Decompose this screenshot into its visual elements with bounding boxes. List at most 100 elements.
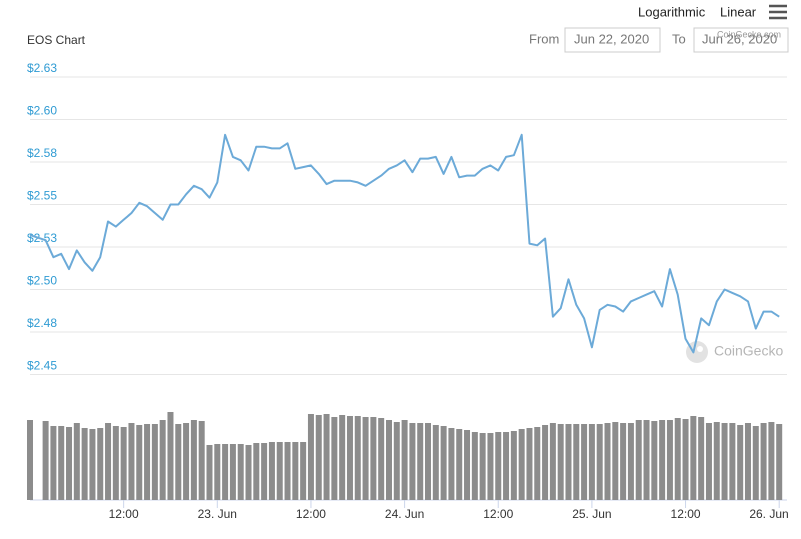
volume-bar xyxy=(573,424,580,500)
volume-bar xyxy=(674,418,681,500)
volume-bar xyxy=(167,412,174,500)
y-tick-label: $2.58 xyxy=(27,146,57,160)
volume-bar xyxy=(690,416,697,500)
volume-bar xyxy=(659,420,666,500)
volume-bar xyxy=(229,444,236,500)
volume-bar xyxy=(214,444,221,500)
volume-bar xyxy=(604,423,611,500)
volume-bar xyxy=(464,430,471,500)
volume-bar xyxy=(737,425,744,500)
volume-bar xyxy=(27,420,33,500)
volume-bar xyxy=(698,417,705,500)
volume-bar xyxy=(151,424,158,500)
x-tick-label: 12:00 xyxy=(296,507,326,521)
x-tick-label: 23. Jun xyxy=(198,507,237,521)
log-button[interactable]: Logarithmic xyxy=(638,4,706,19)
volume-bar xyxy=(292,442,299,500)
volume-bar xyxy=(378,418,385,500)
volume-bar xyxy=(346,416,353,500)
volume-bar xyxy=(417,423,424,500)
volume-bar xyxy=(729,423,736,500)
chart-title: EOS Chart xyxy=(27,33,86,47)
watermark-logo xyxy=(686,341,708,363)
volume-bar xyxy=(705,423,712,500)
volume-bar xyxy=(620,423,627,500)
y-tick-label: $2.48 xyxy=(27,316,57,330)
x-tick-label: 12:00 xyxy=(483,507,513,521)
volume-bar xyxy=(276,442,283,500)
volume-bar xyxy=(362,417,369,500)
watermark: CoinGecko xyxy=(714,343,783,359)
volume-bar xyxy=(300,442,307,500)
to-label: To xyxy=(672,31,686,46)
volume-bar xyxy=(261,443,268,500)
volume-bar xyxy=(89,429,96,500)
menu-icon[interactable] xyxy=(769,4,787,20)
y-tick-label: $2.63 xyxy=(27,61,57,75)
volume-bar xyxy=(596,424,603,500)
volume-bar xyxy=(518,429,525,500)
volume-bar xyxy=(682,419,689,500)
volume-bar xyxy=(331,417,338,500)
linear-button[interactable]: Linear xyxy=(720,4,757,19)
volume-bar xyxy=(768,422,775,500)
volume-bar xyxy=(66,427,73,500)
volume-bar xyxy=(440,426,447,500)
volume-bar xyxy=(565,424,572,500)
volume-bar xyxy=(175,424,182,500)
to-input[interactable] xyxy=(693,27,789,53)
volume-bar xyxy=(425,423,432,500)
volume-bar xyxy=(144,424,151,500)
volume-bar xyxy=(752,426,759,500)
volume-bar xyxy=(370,417,377,500)
y-tick-label: $2.55 xyxy=(27,189,57,203)
x-tick-label: 26. Jun xyxy=(749,507,788,521)
volume-bar xyxy=(81,428,88,500)
volume-bar xyxy=(42,421,49,500)
volume-bar xyxy=(713,422,720,500)
from-label: From xyxy=(529,31,559,46)
volume-bar xyxy=(97,428,104,500)
volume-bar xyxy=(206,445,213,500)
from-date[interactable]: Jun 22, 2020 xyxy=(574,31,649,46)
volume-bar xyxy=(612,422,619,500)
volume-bar xyxy=(534,427,541,500)
volume-bar xyxy=(760,423,767,500)
x-tick-label: 12:00 xyxy=(109,507,139,521)
volume-bar xyxy=(284,442,291,500)
volume-bar xyxy=(666,420,673,500)
volume-bar xyxy=(128,423,135,500)
volume-bar xyxy=(479,433,486,500)
volume-bar xyxy=(315,415,322,500)
volume-bar xyxy=(268,442,275,500)
from-input[interactable] xyxy=(564,27,661,53)
volume-bar xyxy=(471,432,478,500)
volume-bar xyxy=(190,420,197,500)
x-tick-label: 24. Jun xyxy=(385,507,424,521)
volume-bar xyxy=(307,414,314,500)
x-tick-label: 25. Jun xyxy=(572,507,611,521)
volume-bar xyxy=(159,420,166,500)
volume-bar xyxy=(456,429,463,500)
volume-bar xyxy=(112,426,119,500)
volume-bar xyxy=(323,414,330,500)
volume-bar xyxy=(432,425,439,500)
volume-bar xyxy=(253,443,260,500)
volume-bar xyxy=(58,426,65,500)
volume-bar xyxy=(776,424,783,500)
volume-bar xyxy=(73,423,80,500)
volume-bar xyxy=(643,420,650,500)
x-tick-label: 12:00 xyxy=(671,507,701,521)
y-tick-label: $2.60 xyxy=(27,104,57,118)
volume-bar xyxy=(651,421,658,500)
y-tick-label: $2.45 xyxy=(27,359,57,373)
volume-bar xyxy=(50,426,57,500)
volume-bar xyxy=(401,420,408,500)
to-date[interactable]: Jun 26, 2020 xyxy=(702,31,777,46)
price-line xyxy=(29,133,780,354)
volume-bar xyxy=(526,428,533,500)
volume-bar xyxy=(354,416,361,500)
volume-bar xyxy=(339,415,346,500)
volume-bar xyxy=(393,422,400,500)
